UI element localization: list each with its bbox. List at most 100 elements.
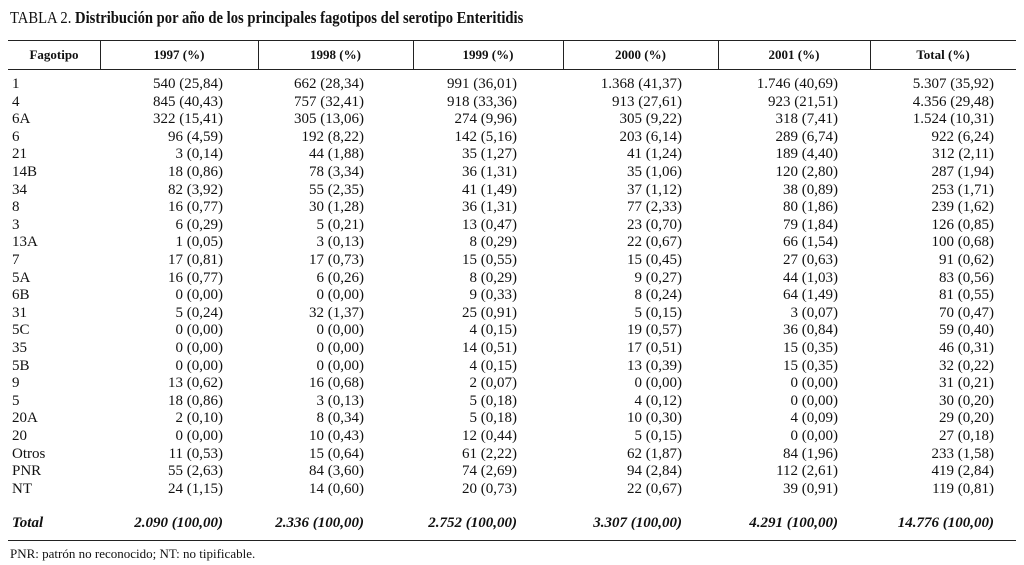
cell: 203 (6,14) <box>619 128 683 145</box>
cell: 80 (1,86) <box>783 199 838 216</box>
row-label: 9 <box>12 375 20 392</box>
rule <box>8 540 1016 541</box>
cell: 1.746 (40,69) <box>756 76 838 92</box>
cell: 0 (0,00) <box>175 340 224 356</box>
cell: 8 (0,29) <box>469 269 518 286</box>
cell: 189 (4,40) <box>775 146 839 163</box>
row-label: 14B <box>12 164 38 180</box>
cell: 419 (2,84) <box>931 463 995 480</box>
cell: 91 (0,62) <box>939 252 994 268</box>
cell: 5.307 (35,92) <box>912 76 994 92</box>
cell: 1.524 (10,31) <box>912 111 994 128</box>
cell: 4.356 (29,48) <box>912 93 994 110</box>
footnote: PNR: patrón no reconocido; NT: no tipifi… <box>10 546 256 561</box>
total-cell: 4.291 (100,00) <box>749 515 838 531</box>
cell: 19 (0,57) <box>627 322 682 339</box>
cell: 81 (0,55) <box>939 287 994 304</box>
cell: 15 (0,35) <box>783 357 838 374</box>
cell: 38 (0,89) <box>783 181 838 198</box>
cell: 0 (0,00) <box>790 428 839 444</box>
row-label: 4 <box>12 93 20 110</box>
cell: 66 (1,54) <box>783 234 838 251</box>
column-header: 2000 (%) <box>615 47 666 62</box>
cell: 192 (8,22) <box>301 128 365 145</box>
cell: 84 (1,96) <box>783 445 838 462</box>
cell: 46 (0,31) <box>939 340 994 356</box>
cell: 0 (0,00) <box>175 287 224 304</box>
row-label: 13A <box>12 234 38 251</box>
total-cell: 3.307 (100,00) <box>593 515 682 531</box>
column-divider <box>718 40 719 69</box>
column-divider <box>100 40 101 69</box>
cell: 59 (0,40) <box>939 322 994 339</box>
cell: 18 (0,86) <box>168 164 223 180</box>
cell: 3 (0,13) <box>316 392 365 409</box>
cell: 22 (0,67) <box>627 234 682 251</box>
cell: 2 (0,07) <box>469 375 518 392</box>
cell: 17 (0,73) <box>309 252 364 268</box>
cell: 3 (0,07) <box>790 304 839 321</box>
cell: 0 (0,00) <box>316 357 365 374</box>
cell: 84 (3,60) <box>309 463 364 480</box>
cell: 239 (1,62) <box>931 199 995 216</box>
cell: 4 (0,15) <box>469 357 518 374</box>
cell: 9 (0,27) <box>634 269 683 286</box>
total-label: Total <box>12 515 44 531</box>
cell: 0 (0,00) <box>790 392 839 409</box>
cell: 4 (0,15) <box>469 322 518 339</box>
table-title: TABLA 2. Distribución por año de los pri… <box>10 9 523 27</box>
cell: 922 (6,24) <box>931 128 995 145</box>
cell: 5 (0,18) <box>469 392 518 409</box>
cell: 4 (0,12) <box>634 392 683 409</box>
row-label: 5C <box>12 322 30 339</box>
row-label: 35 <box>12 340 27 356</box>
cell: 3 (0,14) <box>175 146 224 163</box>
cell: 274 (9,96) <box>454 111 518 128</box>
cell: 13 (0,62) <box>168 375 223 392</box>
cell: 540 (25,84) <box>153 76 223 92</box>
cell: 36 (0,84) <box>783 322 838 339</box>
cell: 913 (27,61) <box>612 93 682 110</box>
cell: 94 (2,84) <box>627 463 682 480</box>
rule <box>8 40 1016 41</box>
cell: 29 (0,20) <box>939 410 994 427</box>
cell: 8 (0,34) <box>316 410 365 427</box>
total-cell: 2.090 (100,00) <box>134 515 223 531</box>
cell: 41 (1,24) <box>627 146 682 163</box>
cell: 32 (1,37) <box>309 304 364 321</box>
cell: 36 (1,31) <box>462 199 517 216</box>
cell: 82 (3,92) <box>168 181 223 198</box>
cell: 17 (0,51) <box>627 340 682 356</box>
rule <box>8 69 1016 70</box>
cell: 6 (0,29) <box>175 216 224 233</box>
cell: 233 (1,58) <box>931 445 995 462</box>
cell: 31 (0,21) <box>939 375 994 392</box>
cell: 70 (0,47) <box>939 304 994 321</box>
cell: 100 (0,68) <box>931 234 995 251</box>
cell: 44 (1,88) <box>309 146 364 163</box>
cell: 5 (0,21) <box>316 216 365 233</box>
cell: 30 (0,20) <box>939 392 994 409</box>
cell: 0 (0,00) <box>316 287 365 304</box>
cell: 1.368 (41,37) <box>600 76 682 92</box>
row-label: 8 <box>12 199 20 216</box>
row-label: NT <box>12 480 32 497</box>
table-label: TABLA 2. <box>10 8 72 27</box>
cell: 27 (0,18) <box>939 428 994 444</box>
row-label: 20 <box>12 428 27 444</box>
row-label: 6 <box>12 128 20 145</box>
cell: 253 (1,71) <box>931 181 995 198</box>
cell: 991 (36,01) <box>447 76 517 92</box>
column-header: Fagotipo <box>29 47 79 62</box>
cell: 55 (2,35) <box>309 181 364 198</box>
cell: 39 (0,91) <box>783 480 838 497</box>
cell: 305 (13,06) <box>294 111 364 128</box>
cell: 287 (1,94) <box>931 164 995 180</box>
cell: 64 (1,49) <box>783 287 838 304</box>
cell: 10 (0,43) <box>309 428 364 444</box>
cell: 0 (0,00) <box>175 322 224 339</box>
cell: 32 (0,22) <box>939 357 994 374</box>
row-label: 6B <box>12 287 30 304</box>
cell: 289 (6,74) <box>775 128 839 145</box>
cell: 15 (0,35) <box>783 340 838 356</box>
